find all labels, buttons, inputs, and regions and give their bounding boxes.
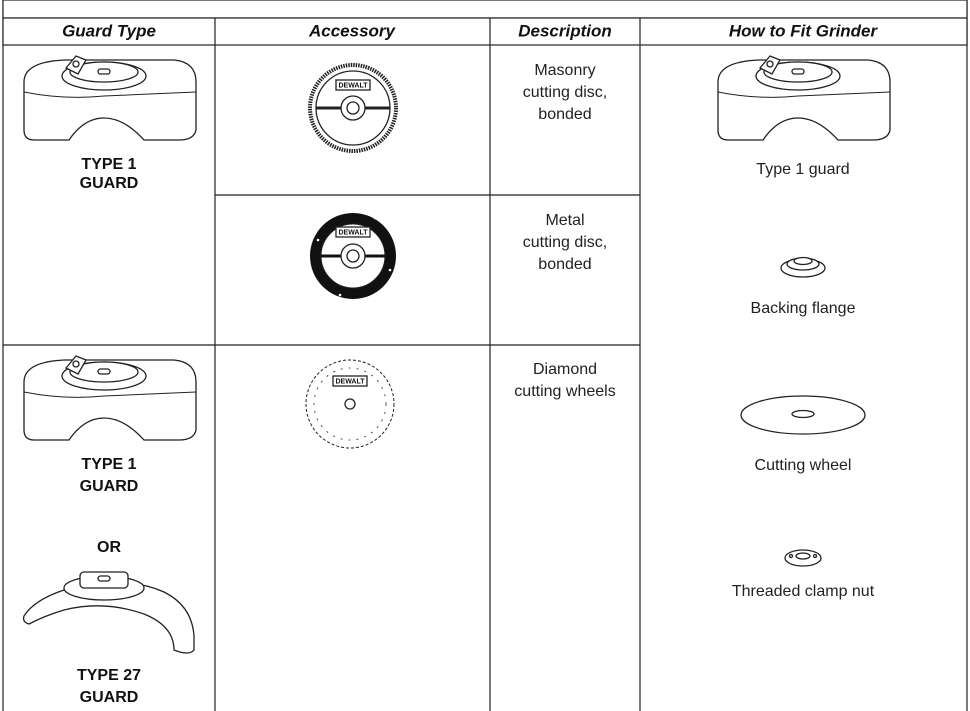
fit-label: Backing flange [751, 300, 856, 317]
disc-logo: DEWALT [338, 82, 368, 89]
disc-logo: DEWALT [335, 378, 365, 385]
backing-flange-image [780, 256, 826, 278]
guard-label: GUARD [80, 175, 139, 192]
masonry-disc-image [308, 63, 398, 153]
description: bonded [538, 106, 591, 123]
cutting-wheel-image [740, 395, 866, 435]
description: cutting wheels [514, 383, 615, 400]
description: Diamond [533, 361, 597, 378]
title-strip [2, 0, 968, 19]
fit-label: Threaded clamp nut [732, 583, 875, 600]
type1-guard-image [23, 355, 197, 441]
description: cutting disc, [523, 234, 607, 251]
guard-label: GUARD [80, 478, 139, 495]
description: cutting disc, [523, 84, 607, 101]
description: Masonry [534, 62, 595, 79]
guard-label: TYPE 1 [81, 456, 136, 473]
type27-guard-image [22, 571, 195, 654]
guard-label: TYPE 1 [81, 156, 136, 173]
column-header: How to Fit Grinder [729, 21, 879, 40]
type1-guard-image [23, 55, 197, 141]
clamp-nut-image [784, 549, 822, 567]
header-row [2, 17, 968, 46]
fit-label: Type 1 guard [756, 161, 849, 178]
column-header: Description [518, 21, 612, 40]
column-header: Guard Type [62, 21, 156, 40]
diamond-wheel-image [305, 359, 395, 449]
fit-label: Cutting wheel [755, 457, 852, 474]
column-header: Accessory [308, 21, 397, 40]
guard-separator: OR [97, 539, 121, 556]
guard-label: TYPE 27 [77, 667, 141, 684]
disc-logo: DEWALT [338, 229, 368, 236]
metal-disc-image [310, 213, 396, 299]
type1-guard-image [717, 55, 891, 141]
description: Metal [545, 212, 584, 229]
description: bonded [538, 256, 591, 273]
guard-label: GUARD [80, 689, 139, 706]
